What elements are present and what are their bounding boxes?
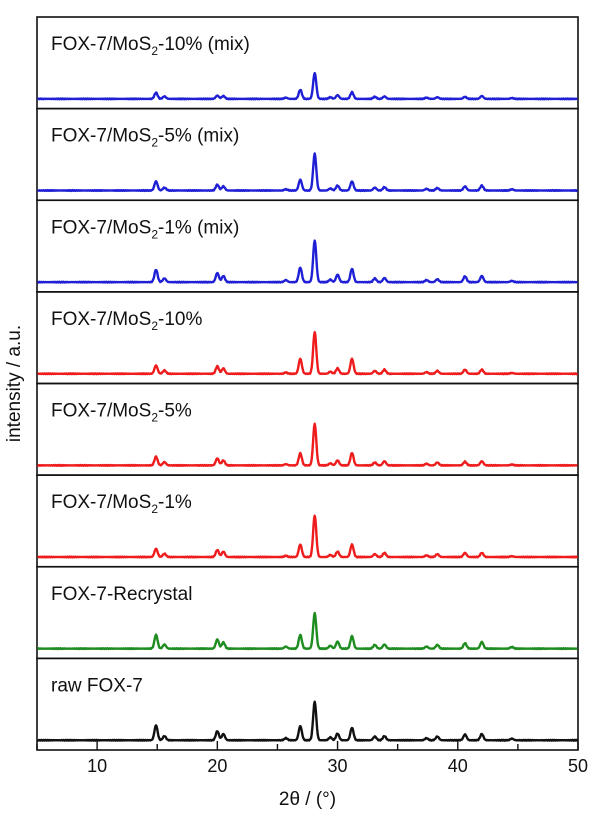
series-label-main: FOX-7/MoS [51, 126, 151, 147]
series-label-main: FOX-7/MoS [51, 401, 151, 422]
series-line [37, 700, 578, 742]
panel-frame [36, 16, 579, 110]
series-label-subscript: 2 [151, 227, 158, 241]
xrd-panel: FOX-7/MoS2-5% [36, 382, 579, 476]
xrd-panel: FOX-7/MoS2-5% (mix) [36, 107, 579, 202]
panels-group: FOX-7/MoS2-10% (mix)FOX-7/MoS2-5% (mix)F… [36, 16, 579, 751]
series-line [37, 152, 578, 193]
panel-frame [36, 565, 579, 660]
series-line [37, 239, 578, 284]
x-tick-label: 40 [448, 756, 468, 776]
series-label-suffix: -5% (mix) [158, 126, 239, 147]
panel-frame [36, 107, 579, 202]
xrd-panel: FOX-7-Recrystal [36, 565, 579, 660]
panel-frame [36, 291, 579, 385]
x-tick-label: 20 [207, 756, 227, 776]
panel-frame [36, 474, 579, 568]
series-label-subscript: 2 [151, 319, 158, 333]
series-label-suffix: -10% (mix) [158, 34, 250, 55]
y-axis-label: intensity / a.u. [4, 325, 25, 442]
panel-frame [36, 657, 579, 751]
series-line [36, 422, 578, 467]
x-tick-label: 30 [328, 756, 348, 776]
series-label-suffix: -5% [158, 401, 192, 422]
panel-frame [36, 382, 579, 476]
series-label: FOX-7-Recrystal [51, 584, 192, 605]
series-label: FOX-7/MoS2-1% [51, 492, 192, 516]
series-label: FOX-7/MoS2-5% (mix) [51, 126, 239, 150]
series-label-main: FOX-7/MoS [51, 492, 151, 513]
series-label: FOX-7/MoS2-5% [51, 401, 192, 425]
series-label-main: FOX-7-Recrystal [51, 584, 192, 605]
series-label-suffix: -1% [158, 492, 192, 513]
x-tick-label: 50 [568, 756, 588, 776]
xrd-panel: FOX-7/MoS2-1% [36, 474, 579, 568]
series-label-main: FOX-7/MoS [51, 217, 151, 238]
series-label-subscript: 2 [151, 502, 158, 516]
xrd-panel: FOX-7/MoS2-1% (mix) [36, 199, 579, 293]
series-line [36, 71, 578, 101]
x-axis-label: 2θ / (°) [279, 789, 336, 810]
series-label: FOX-7/MoS2-1% (mix) [51, 217, 239, 241]
series-line [36, 611, 578, 651]
series-label-suffix: -1% (mix) [158, 217, 239, 238]
series-label-main: FOX-7/MoS [51, 309, 151, 330]
series-line [37, 330, 579, 376]
series-label-subscript: 2 [151, 136, 158, 150]
series-label: raw FOX-7 [51, 675, 143, 696]
series-label-subscript: 2 [151, 411, 158, 425]
series-label: FOX-7/MoS2-10% (mix) [51, 34, 250, 58]
series-label: FOX-7/MoS2-10% [51, 309, 202, 333]
panel-frame [36, 199, 579, 293]
series-label-main: raw FOX-7 [51, 675, 143, 696]
xrd-panel: raw FOX-7 [36, 657, 579, 751]
x-axis: 10 20 30 40 50 [36, 741, 588, 776]
xrd-panel: FOX-7/MoS2-10% (mix) [36, 16, 579, 110]
xrd-panel: FOX-7/MoS2-10% [36, 291, 579, 385]
series-label-suffix: -10% [158, 309, 202, 330]
x-tick-label: 10 [87, 756, 107, 776]
series-line [37, 514, 579, 559]
series-label-main: FOX-7/MoS [51, 34, 151, 55]
series-label-subscript: 2 [151, 44, 158, 58]
